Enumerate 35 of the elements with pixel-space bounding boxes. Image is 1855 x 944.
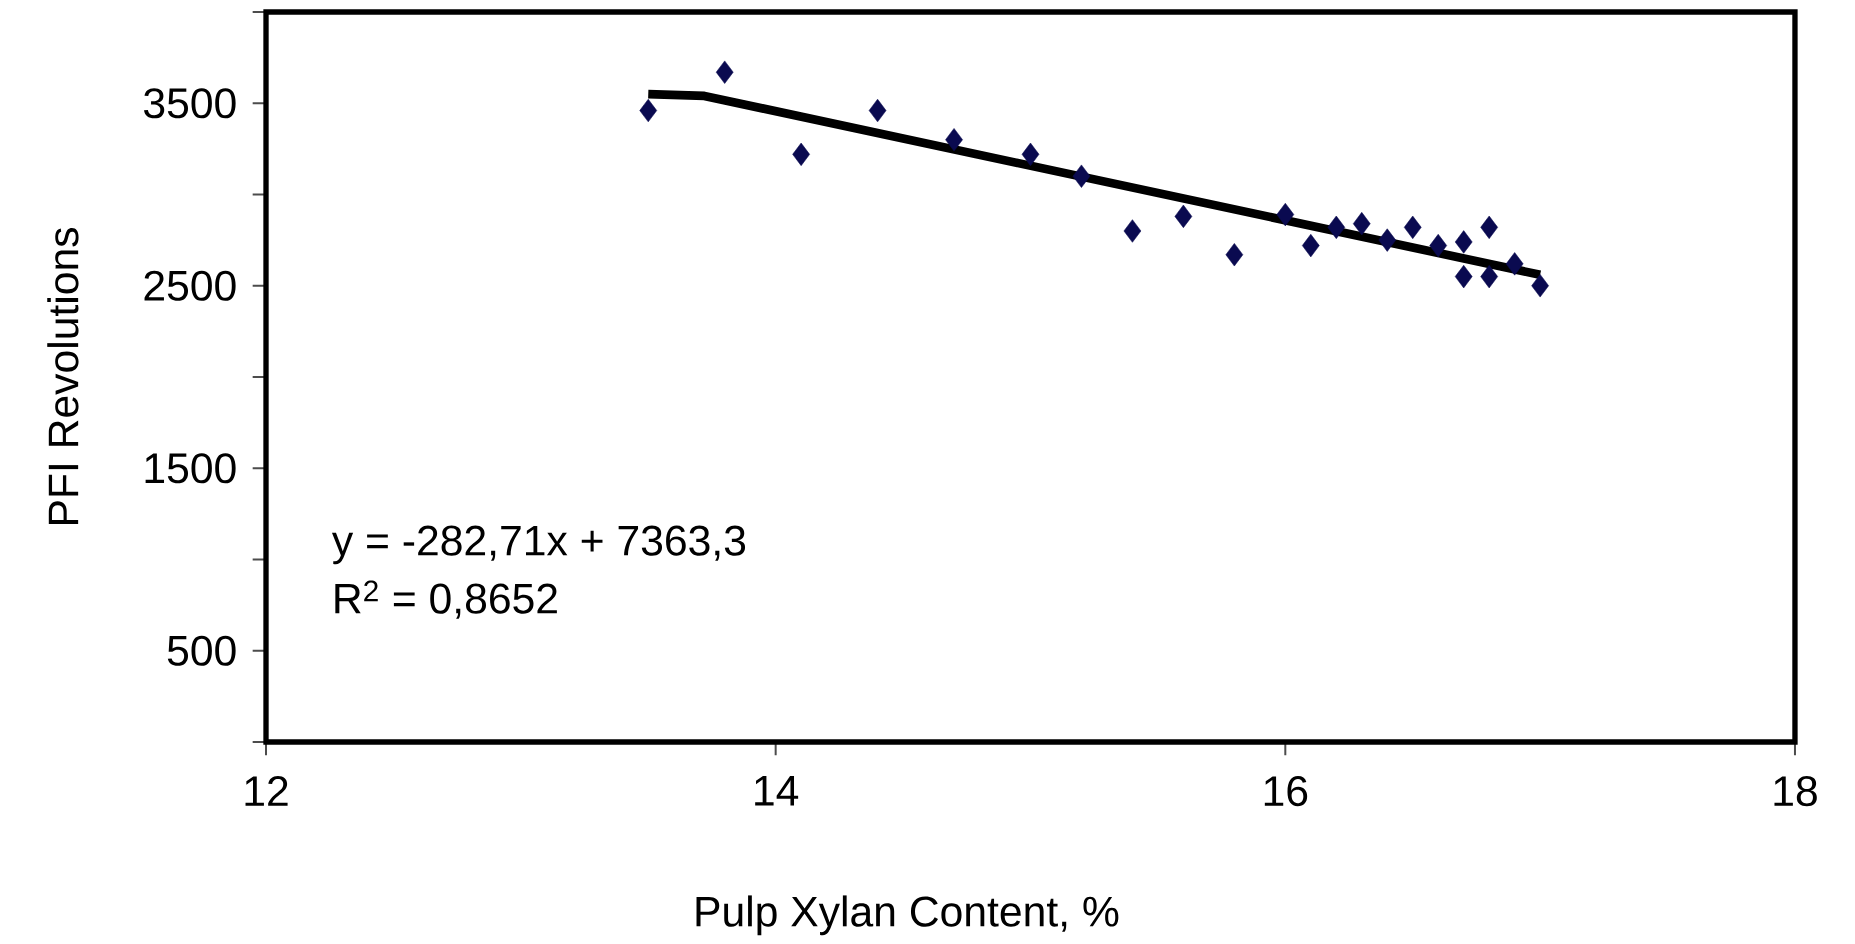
point [639, 98, 658, 123]
annotation: R$^{2}$ = 0,8652 [335, 580, 557, 619]
point [1225, 243, 1244, 267]
point [1302, 233, 1320, 258]
y-tick-label: 1500 [145, 453, 236, 484]
point [1072, 164, 1091, 188]
y-tick-label: 2500 [144, 270, 236, 301]
point [1480, 265, 1498, 289]
point [945, 128, 963, 152]
point [1174, 204, 1193, 228]
x-tick-label: 12 [245, 776, 288, 806]
point [1123, 219, 1142, 243]
point [1505, 252, 1524, 276]
point [1454, 265, 1473, 289]
point [1403, 215, 1422, 239]
annotation: y = -282,71x + 7363,3 [331, 525, 746, 565]
point [715, 60, 734, 84]
x-tick-label: 14 [755, 776, 799, 806]
x-tick-label: 18 [1774, 776, 1817, 807]
x-tick-label: 16 [1264, 776, 1308, 807]
x-axis-title: Pulp Xylan Content, % [696, 895, 1119, 936]
point [1429, 233, 1447, 258]
y-axis-title: PFI Revolutions [47, 228, 79, 525]
point [868, 98, 887, 123]
y-tick-label: 500 [167, 635, 236, 666]
point [1378, 228, 1397, 252]
point [1327, 215, 1346, 239]
point [1454, 230, 1473, 254]
point [1276, 202, 1295, 227]
y-tick-label: 3500 [144, 88, 236, 119]
point [792, 142, 810, 166]
point [1480, 215, 1498, 239]
point [1352, 212, 1371, 236]
point [1531, 274, 1549, 298]
point [1021, 142, 1040, 166]
